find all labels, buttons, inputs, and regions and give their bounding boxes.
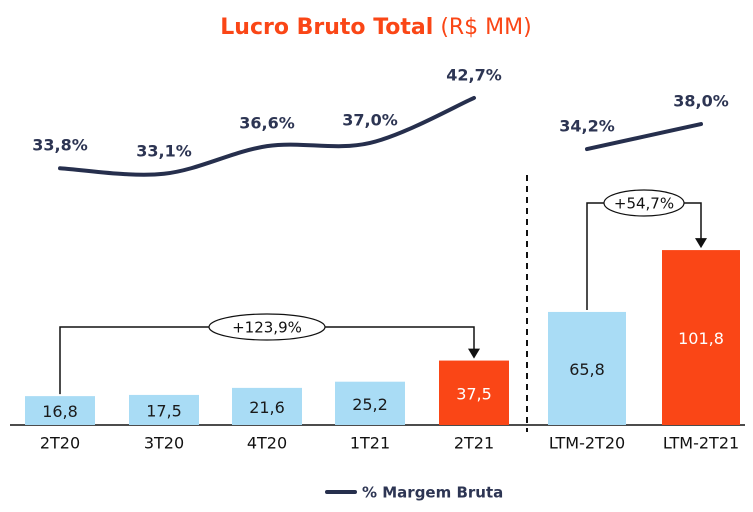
annotation-bubble bbox=[208, 313, 326, 341]
bar-value-label: 37,5 bbox=[456, 384, 492, 403]
x-tick-label: LTM-2T21 bbox=[663, 434, 739, 453]
point-label: 33,1% bbox=[136, 141, 192, 160]
bar bbox=[129, 394, 199, 425]
bar bbox=[439, 360, 509, 425]
bar-value-label: 16,8 bbox=[42, 402, 78, 421]
arrow-head bbox=[695, 238, 707, 249]
bar-value-label: 101,8 bbox=[678, 329, 724, 348]
subtitle: (R$ MM) bbox=[440, 15, 531, 40]
margin-line bbox=[58, 95, 476, 177]
bar-value-label: 21,6 bbox=[249, 398, 285, 417]
x-tick-label: 3T20 bbox=[144, 434, 184, 453]
bar bbox=[232, 387, 302, 425]
bar bbox=[662, 250, 740, 425]
x-tick-label: 2T21 bbox=[454, 434, 494, 453]
bar bbox=[25, 396, 95, 425]
annotation: +54,7% bbox=[614, 195, 674, 213]
annotation: +123,9% bbox=[232, 319, 302, 337]
bar-value-label: 25,2 bbox=[352, 395, 388, 414]
title: Lucro Bruto Total bbox=[220, 15, 433, 40]
x-tick-label: 2T20 bbox=[40, 434, 80, 453]
bar-value-label: 65,8 bbox=[569, 360, 605, 379]
point-label: 42,7% bbox=[446, 65, 502, 84]
bar bbox=[548, 311, 626, 425]
legend-label: % Margem Bruta bbox=[362, 484, 503, 502]
margin-line bbox=[585, 122, 703, 152]
point-label: 33,8% bbox=[32, 136, 88, 155]
x-tick-label: 1T21 bbox=[350, 434, 390, 453]
x-tick-label: LTM-2T20 bbox=[549, 434, 625, 453]
x-tick-label: 4T20 bbox=[247, 434, 287, 453]
bar-value-label: 17,5 bbox=[146, 401, 182, 420]
point-label: 36,6% bbox=[239, 114, 295, 133]
arrow-head bbox=[468, 348, 480, 359]
point-label: 37,0% bbox=[342, 110, 398, 129]
point-label: 34,2% bbox=[559, 117, 615, 136]
point-label: 38,0% bbox=[673, 92, 729, 111]
chart-title: Lucro Bruto Total (R$ MM) bbox=[220, 15, 531, 40]
bar bbox=[335, 381, 405, 425]
annotation-bubble bbox=[603, 189, 685, 217]
